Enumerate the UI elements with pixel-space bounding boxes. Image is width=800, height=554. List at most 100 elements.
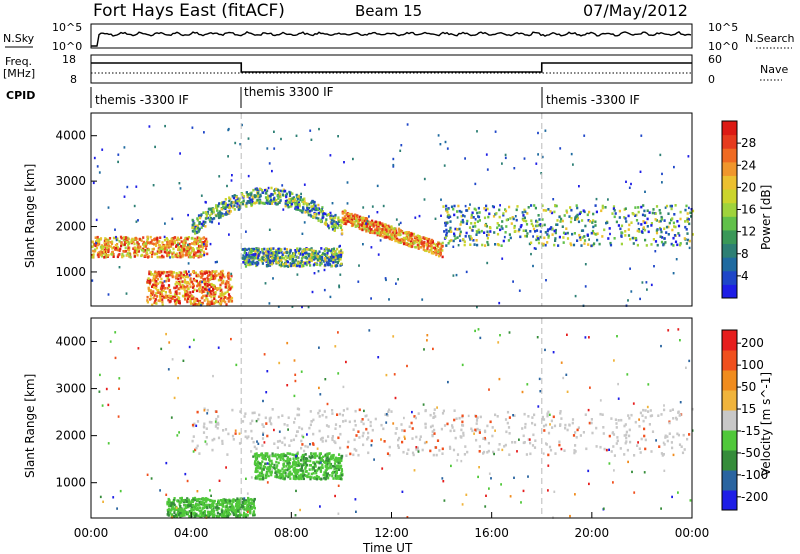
- power-cell: [161, 303, 164, 307]
- velocity-cell: [309, 423, 312, 427]
- power-cell: [447, 230, 450, 233]
- power-cell: [368, 215, 370, 218]
- velocity-cell: [542, 424, 546, 428]
- power-cell: [394, 231, 397, 235]
- power-cell: [397, 238, 400, 242]
- power-cell: [118, 249, 121, 253]
- power-cell: [206, 284, 209, 288]
- power-cell: [214, 274, 217, 278]
- power-cell: [383, 225, 386, 229]
- power-cell: [169, 291, 172, 295]
- power-cell: [660, 215, 663, 219]
- power-cell: [279, 195, 282, 199]
- power-cell: [295, 134, 298, 137]
- power-cell: [266, 189, 269, 193]
- velocity-cell: [331, 438, 334, 442]
- velocity-cell: [683, 448, 686, 451]
- velocity-cell: [676, 432, 679, 436]
- power-cell: [165, 248, 169, 252]
- power-cell: [224, 202, 227, 205]
- power-cell: [518, 289, 521, 292]
- power-cell: [247, 247, 251, 251]
- velocity-cell: [268, 468, 272, 471]
- power-cell: [339, 273, 342, 276]
- velocity-cell: [281, 473, 284, 476]
- velocity-cell: [244, 508, 247, 511]
- power-cell: [343, 215, 346, 218]
- power-cell: [339, 258, 342, 261]
- velocity-cell: [440, 427, 443, 431]
- power-cell: [426, 239, 429, 243]
- power-cell: [149, 298, 152, 301]
- power-cell: [252, 197, 255, 201]
- power-cell: [308, 260, 311, 264]
- power-cell: [576, 206, 579, 210]
- velocity-cell: [270, 473, 273, 477]
- power-cell: [174, 302, 177, 306]
- velocity-cell: [282, 457, 285, 460]
- power-cell: [224, 198, 227, 201]
- power-cell: [310, 248, 313, 252]
- power-cell: [245, 258, 248, 262]
- power-cell: [238, 207, 241, 211]
- power-cell: [182, 274, 185, 277]
- velocity-cell: [247, 435, 250, 438]
- nave-tick-bottom: 0: [708, 73, 715, 86]
- power-cell: [583, 134, 586, 137]
- velocity-cell: [194, 514, 197, 518]
- power-cell: [199, 283, 202, 287]
- power-cell: [402, 236, 405, 240]
- velocity-cell: [340, 468, 343, 471]
- power-cell: [499, 204, 501, 207]
- power-cell: [123, 243, 126, 246]
- power-cell: [229, 210, 232, 213]
- power-cell: [154, 282, 157, 286]
- power-cell: [630, 221, 633, 224]
- velocity-cell: [383, 440, 386, 443]
- power-cell: [285, 251, 289, 255]
- velocity-cell: [217, 500, 220, 504]
- power-cell: [116, 246, 119, 249]
- power-cell: [200, 213, 203, 216]
- velocity-cell: [211, 515, 214, 518]
- power-cell: [469, 238, 472, 241]
- power-cell: [497, 243, 500, 247]
- velocity-cell: [443, 424, 447, 427]
- velocity-cell: [458, 416, 461, 420]
- velocity-cell: [167, 510, 170, 514]
- velocity-cell: [166, 508, 169, 512]
- power-cell: [661, 181, 663, 184]
- power-cell: [296, 256, 299, 259]
- power-cell: [612, 207, 615, 210]
- power-cell: [686, 220, 689, 223]
- velocity-cell: [204, 500, 207, 503]
- power-cell: [183, 249, 186, 253]
- power-cell: [663, 237, 666, 240]
- power-cell: [366, 220, 369, 223]
- power-cell: [535, 238, 538, 242]
- power-cell: [336, 247, 339, 251]
- power-cell: [304, 255, 308, 259]
- power-cell: [160, 250, 163, 253]
- power-cell: [152, 296, 155, 300]
- velocity-cell: [406, 516, 409, 519]
- power-cell: [204, 217, 207, 220]
- power-cell: [339, 264, 342, 267]
- power-cell: [417, 247, 420, 250]
- power-cell: [144, 254, 147, 258]
- power-cell: [179, 253, 182, 256]
- power-cell: [689, 211, 692, 215]
- power-cell: [200, 222, 203, 226]
- power-cell: [258, 201, 261, 205]
- power-cell: [309, 254, 312, 257]
- velocity-cell: [186, 511, 189, 515]
- power-cell: [250, 194, 253, 197]
- velocity-cell: [205, 505, 208, 508]
- velocity-cell: [187, 502, 190, 505]
- power-cell: [584, 263, 587, 266]
- velocity-cell: [355, 510, 357, 513]
- power-cell: [125, 240, 128, 244]
- velocity-cell: [226, 499, 229, 502]
- power-cell: [330, 222, 333, 225]
- power-cell: [571, 232, 574, 236]
